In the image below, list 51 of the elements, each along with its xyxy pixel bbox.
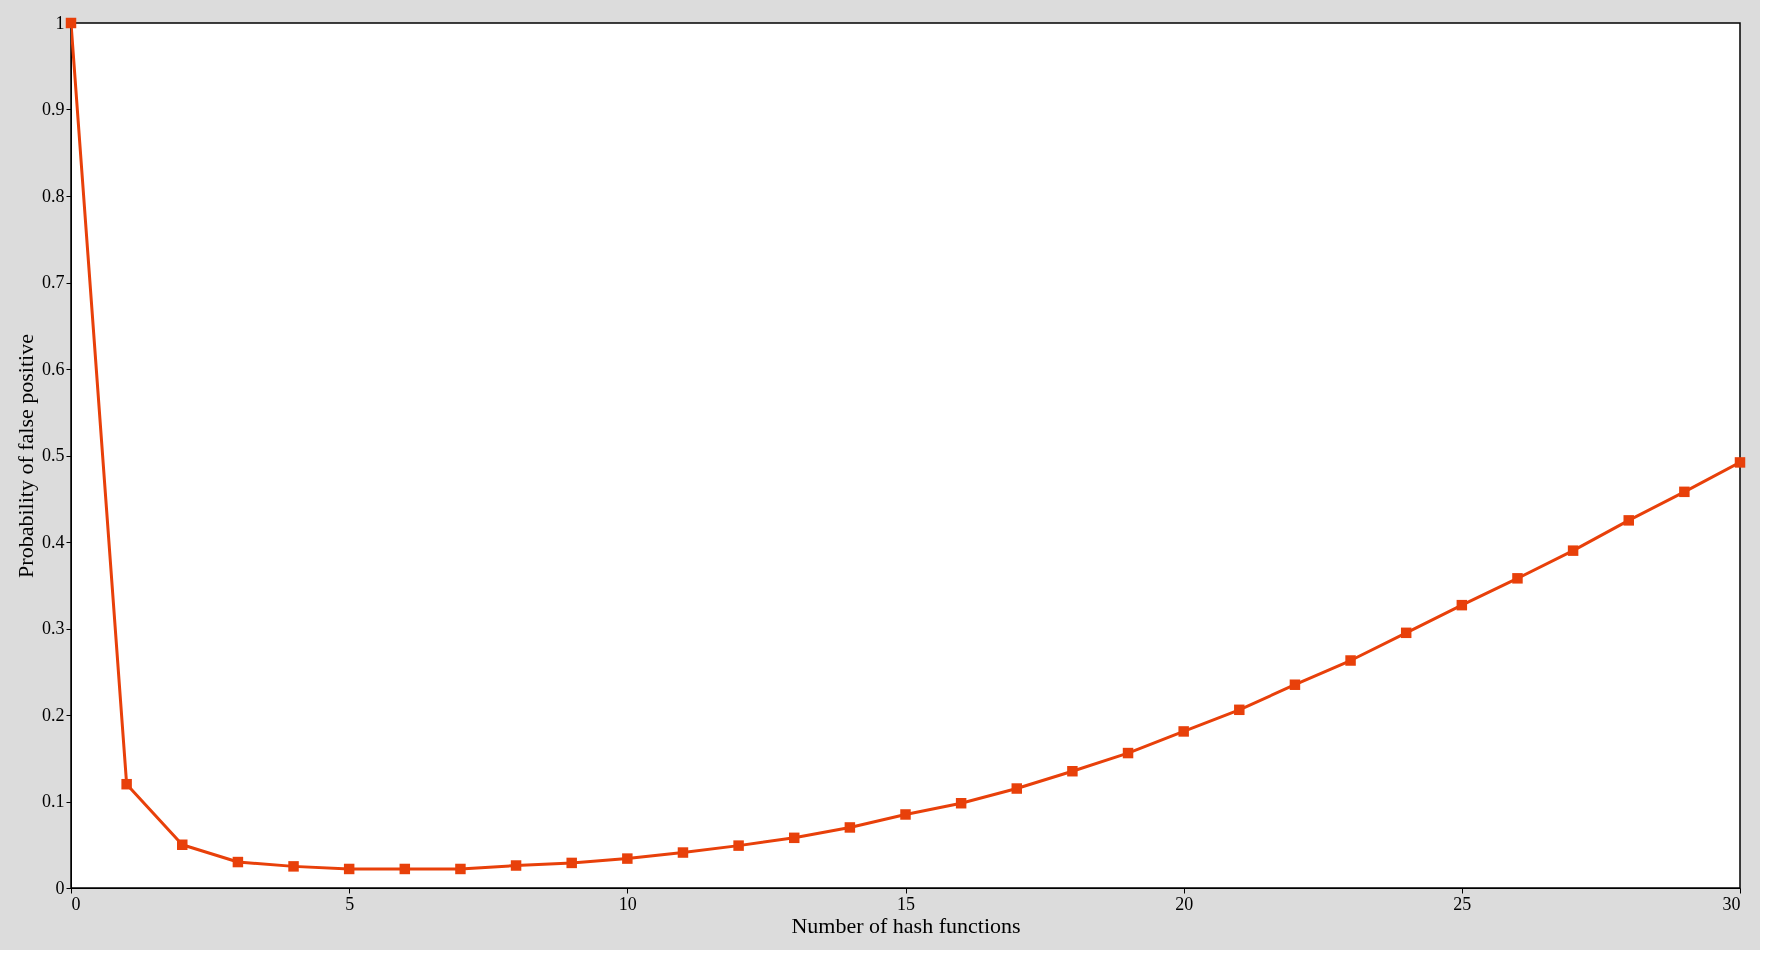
point	[622, 853, 633, 864]
y-tick-label: 0.2	[42, 704, 65, 725]
x-tick-label: 25	[1453, 893, 1472, 914]
point	[900, 809, 911, 820]
point	[1234, 704, 1245, 716]
y-tick-label: 0.3	[42, 618, 65, 638]
point	[232, 856, 244, 868]
point	[844, 822, 856, 833]
point	[177, 839, 188, 850]
x-tick-label: 15	[897, 893, 915, 914]
y-tick-label: 0.6	[42, 358, 65, 379]
y-tick-label: 0.5	[42, 445, 65, 465]
point	[1679, 486, 1690, 498]
x-tick-label: 20	[1175, 893, 1194, 914]
point	[510, 860, 522, 871]
y-tick-label: 0.1	[42, 791, 65, 811]
point	[1623, 515, 1634, 526]
point	[288, 861, 299, 872]
x-tick-label: 10	[618, 893, 637, 914]
point	[399, 863, 411, 875]
point	[121, 778, 132, 790]
point	[455, 863, 466, 875]
point	[1289, 679, 1301, 690]
point	[1567, 545, 1579, 556]
point	[1011, 783, 1023, 794]
y-tick-label: 0.9	[42, 99, 65, 119]
y-tick-label: 0.4	[42, 531, 65, 552]
point	[788, 832, 800, 844]
point	[955, 797, 967, 809]
y-axis-title: Probability of false positive	[13, 334, 38, 578]
y-tick-label: 0.8	[42, 185, 65, 206]
x-tick-label: 0	[71, 893, 81, 914]
point	[1400, 627, 1412, 639]
point	[677, 847, 689, 858]
point	[1178, 726, 1189, 737]
x-axis-title: Number of hash functions	[791, 912, 1021, 938]
point	[343, 863, 355, 875]
point	[1456, 599, 1468, 611]
point	[733, 840, 744, 851]
point	[1067, 765, 1078, 777]
point	[65, 17, 77, 29]
point	[566, 857, 577, 869]
point	[1345, 655, 1356, 666]
point	[1734, 457, 1746, 468]
point	[1512, 573, 1523, 584]
y-tick-label: 0	[55, 877, 65, 898]
x-tick-label: 30	[1722, 893, 1741, 914]
point	[1122, 747, 1134, 759]
y-tick-label: 0.7	[42, 272, 65, 292]
x-tick-label: 5	[345, 893, 355, 914]
y-tick-label: 1	[55, 12, 65, 33]
